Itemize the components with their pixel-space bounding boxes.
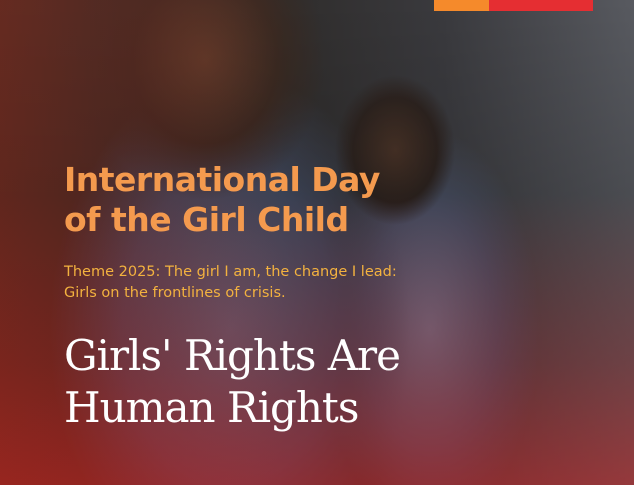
slogan: Girls' Rights Are Human Rights [64,330,401,434]
logo [434,0,593,11]
poster-title: International Day of the Girl Child [64,160,380,240]
theme-text: Theme 2025: The girl I am, the change I … [64,264,397,301]
title-line-1: International Day [64,160,380,199]
title-line-2: of the Girl Child [64,200,349,239]
slogan-line-1: Girls' Rights Are [64,331,401,380]
slogan-line-2: Human Rights [64,383,359,432]
